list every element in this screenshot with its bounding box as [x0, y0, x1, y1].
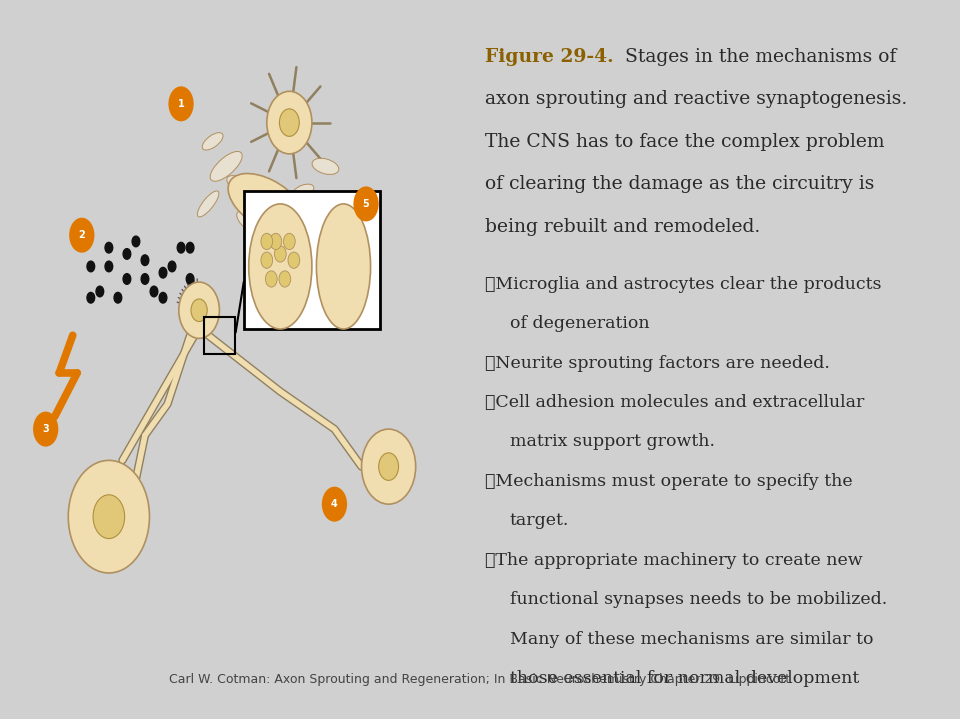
Ellipse shape — [292, 184, 314, 198]
Circle shape — [265, 271, 277, 287]
Text: Figure 29-4.: Figure 29-4. — [485, 47, 613, 65]
Ellipse shape — [227, 175, 252, 195]
Ellipse shape — [362, 429, 416, 504]
Text: The CNS has to face the complex problem: The CNS has to face the complex problem — [485, 132, 884, 150]
Circle shape — [168, 261, 176, 272]
Circle shape — [186, 242, 194, 253]
Text: Carl W. Cotman: Axon Sprouting and Regeneration; In Basic Neurochemistry Chapter: Carl W. Cotman: Axon Sprouting and Regen… — [169, 673, 791, 686]
Text: of degeneration: of degeneration — [510, 315, 650, 332]
Text: 2: 2 — [79, 230, 85, 240]
Circle shape — [93, 495, 125, 539]
Text: axon sprouting and reactive synaptogenesis.: axon sprouting and reactive synaptogenes… — [485, 90, 907, 108]
Circle shape — [275, 246, 286, 262]
Circle shape — [288, 252, 300, 268]
Ellipse shape — [228, 173, 305, 234]
Text: ②Neurite sprouting factors are needed.: ②Neurite sprouting factors are needed. — [485, 354, 829, 372]
Text: those essential for normal development: those essential for normal development — [510, 670, 859, 687]
Ellipse shape — [198, 191, 219, 217]
Text: ③Cell adhesion molecules and extracellular: ③Cell adhesion molecules and extracellul… — [485, 394, 864, 411]
Circle shape — [96, 286, 104, 297]
Circle shape — [378, 453, 398, 480]
Ellipse shape — [210, 152, 242, 181]
Circle shape — [261, 252, 273, 268]
Ellipse shape — [237, 211, 261, 234]
Circle shape — [123, 274, 131, 284]
Text: Many of these mechanisms are similar to: Many of these mechanisms are similar to — [510, 631, 874, 648]
Circle shape — [168, 86, 194, 122]
Circle shape — [87, 261, 95, 272]
Circle shape — [186, 274, 194, 284]
Text: ①Microglia and astrocytes clear the products: ①Microglia and astrocytes clear the prod… — [485, 276, 881, 293]
Circle shape — [283, 233, 296, 249]
Ellipse shape — [249, 204, 312, 329]
Circle shape — [123, 249, 131, 260]
Ellipse shape — [312, 158, 339, 175]
Circle shape — [132, 236, 140, 247]
Ellipse shape — [179, 282, 220, 339]
Circle shape — [261, 233, 273, 249]
Ellipse shape — [317, 204, 371, 329]
Circle shape — [150, 286, 157, 297]
Circle shape — [279, 271, 291, 287]
Circle shape — [159, 293, 167, 303]
Ellipse shape — [203, 132, 223, 150]
Ellipse shape — [267, 91, 312, 154]
Circle shape — [69, 218, 94, 252]
Text: being rebuilt and remodeled.: being rebuilt and remodeled. — [485, 218, 760, 236]
Text: functional synapses needs to be mobilized.: functional synapses needs to be mobilize… — [510, 591, 887, 608]
Circle shape — [178, 242, 185, 253]
Ellipse shape — [265, 219, 296, 239]
Bar — [244, 191, 379, 329]
Circle shape — [87, 293, 95, 303]
Text: of clearing the damage as the circuitry is: of clearing the damage as the circuitry … — [485, 175, 875, 193]
Circle shape — [159, 267, 167, 278]
Text: 3: 3 — [42, 424, 49, 434]
Circle shape — [322, 487, 348, 522]
Text: 5: 5 — [363, 199, 370, 209]
Circle shape — [114, 293, 122, 303]
Circle shape — [105, 261, 112, 272]
Bar — [204, 316, 235, 354]
Text: matrix support growth.: matrix support growth. — [510, 434, 715, 451]
Text: target.: target. — [510, 513, 569, 529]
Text: ⑤The appropriate machinery to create new: ⑤The appropriate machinery to create new — [485, 551, 862, 569]
Circle shape — [33, 411, 59, 446]
Text: ④Mechanisms must operate to specify the: ④Mechanisms must operate to specify the — [485, 473, 852, 490]
Circle shape — [141, 274, 149, 284]
Circle shape — [141, 255, 149, 265]
Circle shape — [105, 242, 112, 253]
Text: 1: 1 — [178, 99, 184, 109]
Circle shape — [257, 191, 276, 216]
Text: Stages in the mechanisms of: Stages in the mechanisms of — [619, 47, 897, 65]
Circle shape — [353, 186, 378, 221]
Ellipse shape — [68, 460, 150, 573]
Circle shape — [270, 233, 281, 249]
Text: 4: 4 — [331, 499, 338, 509]
Circle shape — [191, 299, 207, 321]
Circle shape — [279, 109, 300, 137]
